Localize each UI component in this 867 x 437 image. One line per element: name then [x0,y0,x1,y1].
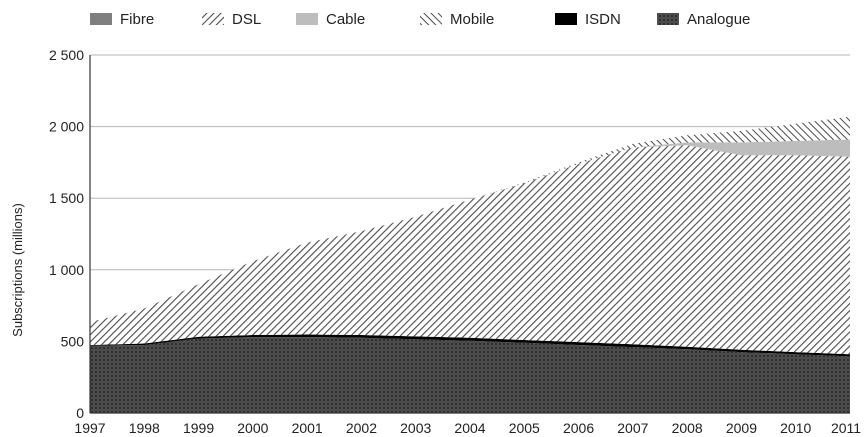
x-tick-labels: 1997 1998 1999 2000 2001 2002 2003 2004 2005 2006… [74,420,861,436]
x-tick-label: 2005 [509,420,540,436]
legend-label: Mobile [450,11,494,28]
y-axis-title: Subscriptions (millions) [10,203,25,337]
axes [89,55,850,414]
y-tick-label: 1 500 [49,190,84,206]
x-tick-label: 2007 [617,420,648,436]
area-dsl [90,145,850,355]
legend-label: DSL [232,11,261,28]
legend-swatch [202,13,224,25]
x-tick-label: 2000 [237,420,268,436]
legend-swatch [657,13,679,25]
x-tick-label: 2008 [672,420,703,436]
x-tick-label: 2006 [563,420,594,436]
x-tick-label: 2001 [292,420,323,436]
legend-item-cable: Cable [296,11,365,28]
y-tick-label: 500 [61,333,85,349]
x-tick-label: 2003 [400,420,431,436]
legend: Fibre DSL Cable Mobile ISDN Analogue [90,11,750,28]
y-tick-label: 0 [76,405,84,421]
legend-swatch [296,13,318,25]
x-tick-label: 2004 [454,420,485,436]
legend-item-dsl: DSL [202,11,261,28]
plot-areas [90,116,850,413]
legend-label: Analogue [687,11,750,28]
x-tick-label: 1998 [129,420,160,436]
legend-item-fibre: Fibre [90,11,154,28]
x-tick-label: 1997 [74,420,105,436]
legend-swatch [555,13,577,25]
x-tick-label: 2010 [780,420,811,436]
legend-label: ISDN [585,11,621,28]
y-tick-label: 1 000 [49,262,84,278]
area-mobile [90,116,850,323]
legend-label: Fibre [120,11,154,28]
x-tick-label: 2009 [726,420,757,436]
y-tick-label: 2 500 [49,47,84,63]
x-tick-label: 2002 [346,420,377,436]
legend-item-isdn: ISDN [555,11,621,28]
area-analogue [90,337,850,413]
legend-swatch [90,13,112,25]
legend-item-mobile: Mobile [420,11,494,28]
y-tick-labels: 0 500 1 000 1 500 2 000 2 500 [49,47,84,421]
legend-item-analogue: Analogue [657,11,750,28]
y-tick-label: 2 000 [49,119,84,135]
x-tick-label: 1999 [183,420,214,436]
area-isdn [90,334,850,357]
x-tick-label: 2011 [831,420,861,436]
legend-swatch [420,13,442,25]
legend-label: Cable [326,11,365,28]
